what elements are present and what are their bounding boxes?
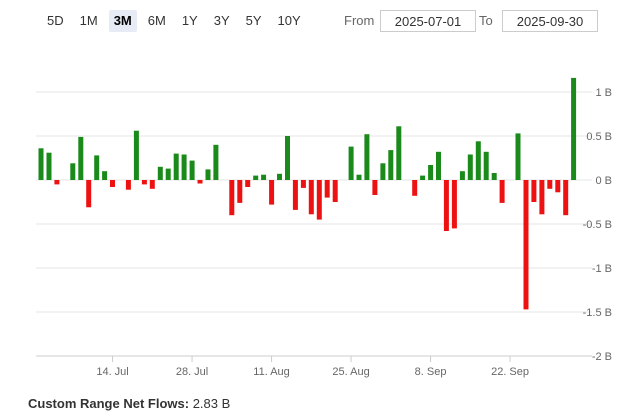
flow-bar [428,165,434,180]
flow-bar [46,152,52,180]
y-tick-label: 0 B [595,175,612,187]
flow-bar [515,133,521,180]
flow-bar [539,180,545,215]
to-date-input[interactable] [502,10,598,32]
flow-bar [523,180,529,310]
x-tick-label: 28. Jul [176,366,208,378]
flow-bar [316,180,322,220]
flow-bar [451,180,457,229]
flow-bar [483,151,489,180]
x-tick-label: 11. Aug [253,366,290,378]
flow-bar [571,77,577,180]
flow-bar [197,180,203,184]
flow-bar [412,180,418,196]
net-flows-chart: 1 B 0.5 B 0 B -0.5 B -1 B -1.5 B -2 B 14. Jul 28… [36,77,612,378]
flow-bar [141,180,147,185]
flow-bar [300,180,306,188]
flow-bar [356,174,362,180]
x-tick-label: 22. Sep [491,366,529,378]
flow-bar [245,180,251,187]
flow-bar [86,180,92,208]
flow-bar [420,175,426,180]
flow-bar [277,173,282,180]
y-tick-label: 1 B [595,87,612,99]
flow-bar [443,180,449,231]
y-tick-label: -0.5 B [583,219,612,231]
flow-bar [348,146,354,180]
flow-bar [38,148,44,180]
flow-bar [555,180,561,193]
flow-bar [173,153,179,180]
flow-bar [253,175,259,180]
range-button-5y[interactable]: 5Y [240,10,267,32]
from-date-input[interactable] [380,10,476,32]
flow-bar [285,136,290,180]
from-label: From [344,13,375,28]
range-button-3m[interactable]: 3M [108,10,137,32]
range-button-10y[interactable]: 10Y [272,10,306,32]
flow-bar [491,173,497,180]
range-button-3y[interactable]: 3Y [208,10,235,32]
flow-bar [475,141,481,180]
flow-bar [308,180,314,215]
flow-bar [237,180,243,203]
flow-bar [332,180,338,202]
flow-bar [531,180,537,202]
flow-bar [189,160,195,180]
flow-bar [94,155,100,180]
net-flows-label: Custom Range Net Flows: [28,396,190,411]
x-tick-label: 14. Jul [96,366,128,378]
to-label: To [479,13,493,28]
range-button-1y[interactable]: 1Y [176,10,203,32]
flow-bar [133,130,139,180]
flow-bar [563,180,569,216]
y-tick-label: -2 B [592,351,612,363]
range-selector: 5D 1M 3M 6M 1Y 3Y 5Y 10Y [42,10,312,34]
flow-bar [149,180,155,189]
net-flows-value: 2.83 B [192,396,231,411]
flow-bar [70,163,76,180]
y-tick-label: 0.5 B [586,131,612,143]
flow-bar [269,180,275,205]
flow-bar [213,144,219,180]
flow-bar [324,180,330,198]
range-button-6m[interactable]: 6M [142,10,171,32]
range-button-5d[interactable]: 5D [42,10,69,32]
range-button-1m[interactable]: 1M [74,10,103,32]
flow-bar [125,180,131,190]
flow-bar [364,134,370,180]
y-tick-label: -1.5 B [583,307,612,319]
flow-bar [157,166,163,180]
flow-bar [467,154,473,180]
flow-bar [388,150,394,180]
flow-bar [181,154,187,180]
flow-bar [459,171,465,180]
flow-bar [436,151,441,180]
flow-bar [261,174,267,180]
flow-bar [78,136,84,180]
flow-bar [54,180,60,185]
flow-bar [110,180,115,187]
flow-bar [380,163,386,180]
flow-bar [205,169,211,180]
flow-bar [372,180,378,195]
flow-bar [547,180,553,189]
flow-bar [229,180,235,216]
flow-bar [165,168,171,180]
net-flows-summary: Custom Range Net Flows: 2.83 B [28,396,230,411]
flow-bar [292,180,298,210]
flow-bar [102,171,108,180]
y-tick-label: -1 B [592,263,612,275]
flow-bar [499,180,505,203]
x-tick-label: 8. Sep [415,366,447,378]
flow-bar [396,126,402,180]
x-tick-label: 25. Aug [332,366,369,378]
